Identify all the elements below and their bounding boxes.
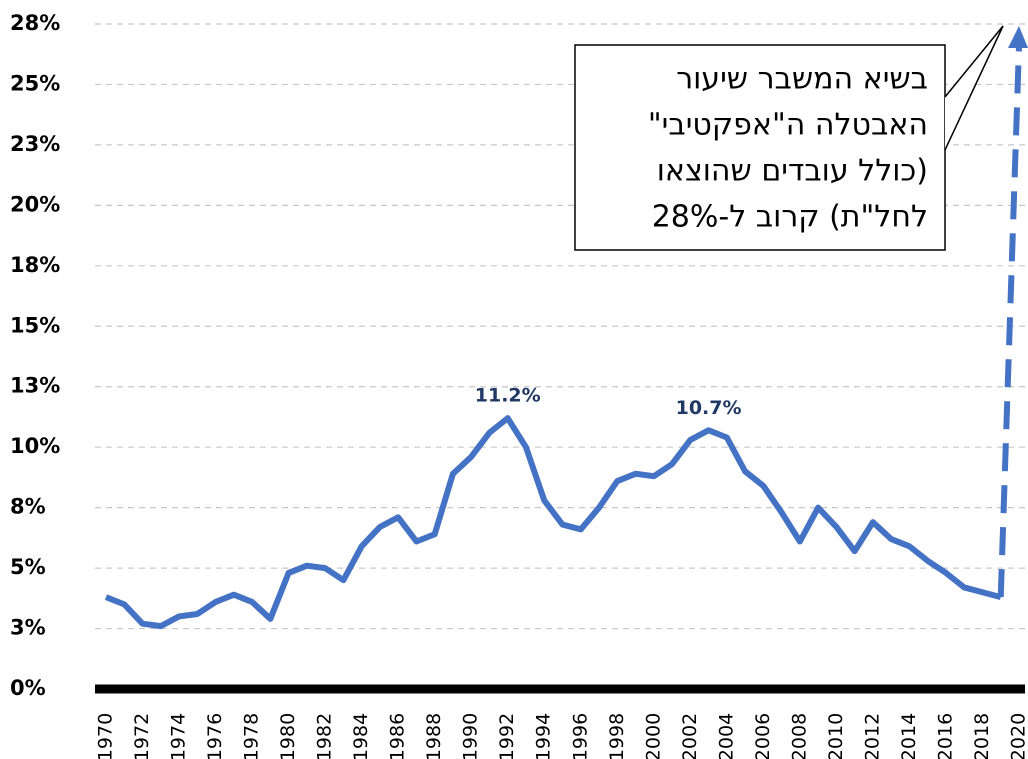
y-tick-label: 5% (10, 555, 46, 579)
x-tick-label: 2002 (679, 713, 701, 759)
y-tick-label: 10% (10, 434, 60, 458)
y-tick-label: 28% (10, 11, 60, 35)
projection-arrow (997, 45, 1022, 598)
x-tick-label: 2018 (971, 713, 993, 759)
y-tick-label: 15% (10, 313, 60, 337)
x-tick-label: 1972 (131, 713, 153, 759)
y-tick-label: 23% (10, 132, 60, 156)
x-tick-label: 1986 (387, 713, 409, 759)
x-tick-label: 1976 (204, 713, 226, 759)
x-tick-label: 2016 (934, 713, 956, 759)
x-tick-label: 2006 (752, 713, 774, 759)
x-tick-label: 2004 (715, 713, 737, 759)
annotation-text: לחל"ת) קרוב ל-28% (652, 200, 928, 235)
annotation-text: (כולל עובדים שהוצאו (657, 154, 928, 189)
x-tick-label: 1970 (95, 713, 117, 759)
x-tick-label: 1990 (460, 713, 482, 759)
x-tick-label: 1982 (314, 713, 336, 759)
x-tick-label: 1984 (350, 713, 372, 759)
x-tick-label: 2020 (1008, 713, 1028, 759)
annotation-box (574, 44, 946, 251)
x-tick-label: 1994 (533, 713, 555, 759)
arrow-head (1008, 26, 1028, 48)
x-tick-label: 1998 (606, 713, 628, 759)
annotation-text: האבטלה ה"אפקטיבי" (648, 108, 928, 143)
x-tick-label: 2000 (642, 713, 664, 759)
data-label: 11.2% (475, 385, 541, 407)
y-tick-label: 18% (10, 253, 60, 277)
data-label: 10.7% (676, 397, 742, 419)
y-tick-label: 20% (10, 192, 60, 216)
x-tick-label: 1992 (496, 713, 518, 759)
plot: 0% 3% 5% 8% 10% 13% 15% 18% 20% 23% 25% 28% 1970 1972… (10, 11, 1028, 759)
y-tick-label: 25% (10, 71, 60, 95)
data-line (104, 415, 1002, 630)
x-tick-label: 1996 (569, 713, 591, 759)
x-tick-label: 1978 (241, 713, 263, 759)
x-tick-label: 1974 (168, 713, 190, 759)
y-tick-label: 8% (10, 495, 46, 519)
y-tick-label: 0% (10, 676, 46, 700)
x-tick-label: 2012 (861, 713, 883, 759)
y-tick-label: 3% (10, 616, 46, 640)
x-tick-label: 1980 (277, 713, 299, 759)
x-tick-label: 1988 (423, 713, 445, 759)
x-tick-label: 2008 (788, 713, 810, 759)
annotation-text: בשיא המשבר שיעור (676, 62, 928, 97)
x-tick-label: 2010 (825, 713, 847, 759)
x-tick-label: 2014 (898, 713, 920, 759)
y-tick-label: 13% (10, 374, 60, 398)
callout-pointer (944, 25, 1004, 151)
